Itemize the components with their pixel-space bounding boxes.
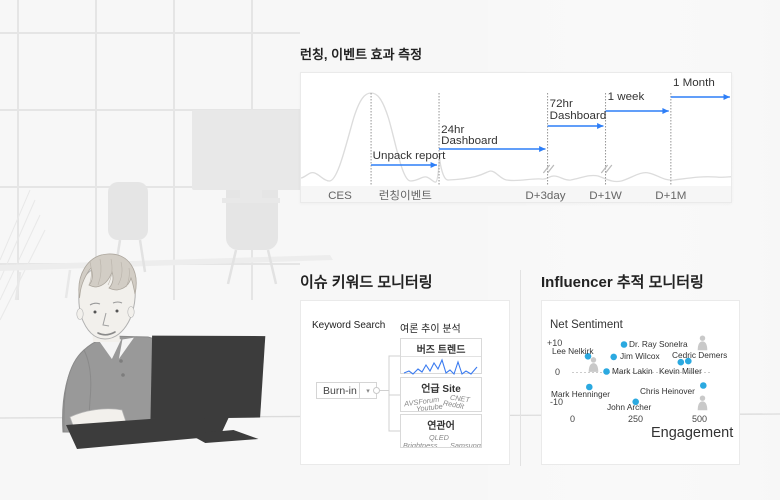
svg-text:D+3day: D+3day xyxy=(525,190,566,202)
svg-text:Dashboard: Dashboard xyxy=(441,135,498,147)
svg-text:Dashboard: Dashboard xyxy=(550,110,607,122)
svg-text:D+1W: D+1W xyxy=(589,190,622,202)
svg-text:D+1M: D+1M xyxy=(655,190,686,202)
svg-text:24hr: 24hr xyxy=(441,124,464,136)
svg-text:Unpack report: Unpack report xyxy=(373,150,447,162)
svg-text:CES: CES xyxy=(328,190,352,202)
svg-text:1 week: 1 week xyxy=(608,91,645,103)
svg-text:런칭이벤트: 런칭이벤트 xyxy=(379,189,432,202)
svg-text:1 Month: 1 Month xyxy=(673,77,715,89)
svg-text:72hr: 72hr xyxy=(550,98,573,110)
